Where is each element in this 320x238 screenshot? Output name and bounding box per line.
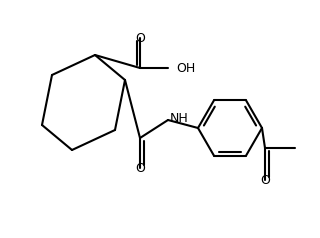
Text: O: O: [135, 31, 145, 45]
Text: OH: OH: [176, 61, 195, 74]
Text: O: O: [260, 174, 270, 187]
Text: NH: NH: [170, 111, 189, 124]
Text: O: O: [135, 162, 145, 174]
